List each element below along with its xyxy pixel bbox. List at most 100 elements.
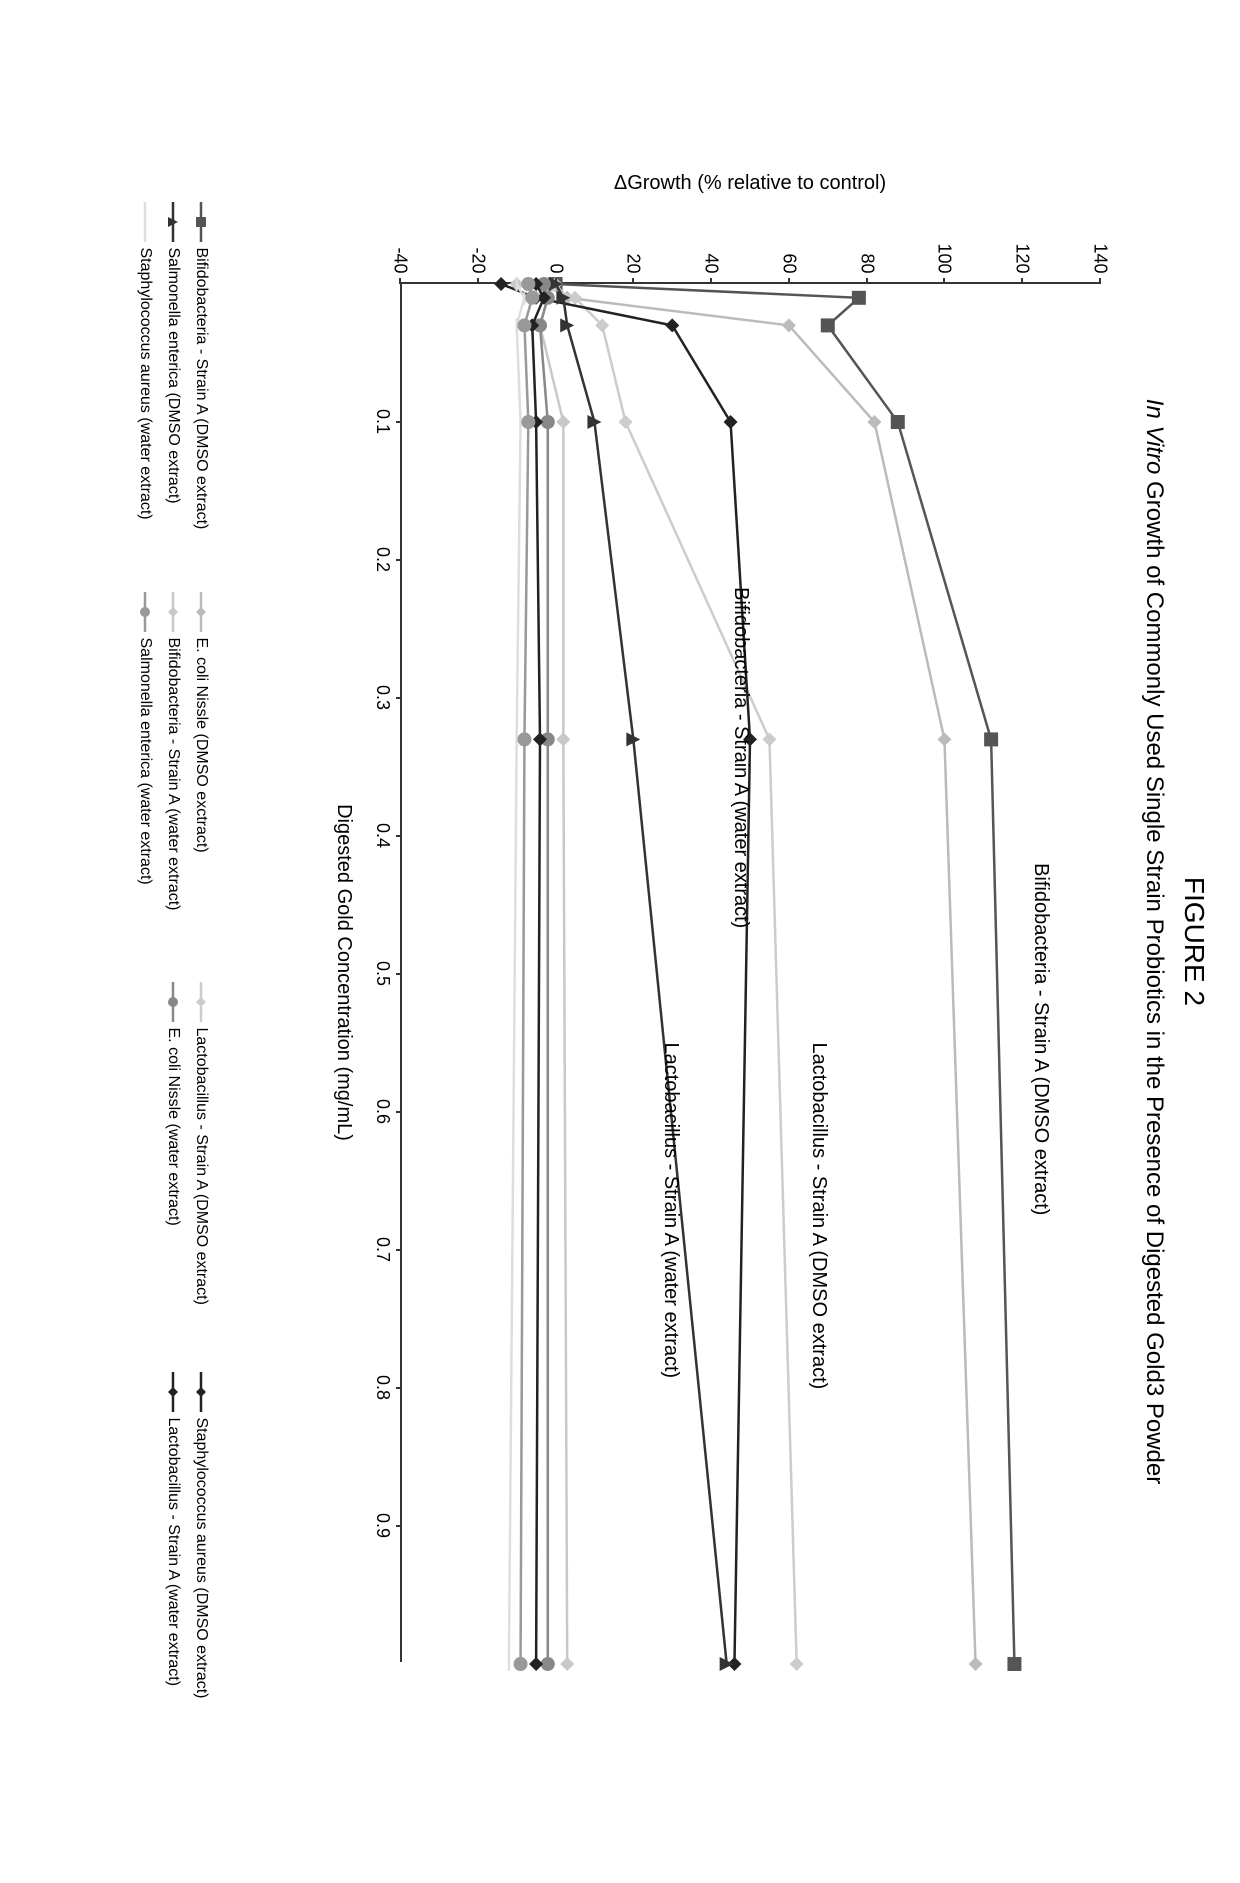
y-tick-mark <box>788 278 790 284</box>
y-tick-label: 40 <box>701 214 722 274</box>
legend-item: Staphylococcus aureus (DMSO extract) <box>192 1372 210 1742</box>
legend-label: Lactobacillus - Strain A (water extract) <box>164 1418 182 1687</box>
plot-region: Digested Gold Concentration (mg/mL) -40-… <box>400 282 1100 1662</box>
data-marker <box>494 277 508 291</box>
data-marker <box>520 415 522 429</box>
y-tick-label: -40 <box>390 214 411 274</box>
y-tick-label: 80 <box>856 214 877 274</box>
legend-swatch <box>138 592 152 632</box>
legend-label: Staphylococcus aureus (DMSO extract) <box>192 1418 210 1699</box>
series-line <box>536 284 797 1664</box>
data-marker <box>852 290 866 304</box>
x-tick-label: 0.5 <box>372 961 393 986</box>
series-inline-label: Bifidobacteria - Strain A (water extract… <box>729 587 752 928</box>
legend-item: E. coli Nissle (DMSO exctract) <box>192 592 210 962</box>
chart-title-prefix: In Vitro <box>1141 399 1168 475</box>
y-tick-mark <box>632 278 634 284</box>
y-tick-label: -20 <box>467 214 488 274</box>
y-tick-mark <box>555 278 557 284</box>
data-marker <box>1007 1657 1021 1671</box>
x-tick-mark <box>396 1249 402 1251</box>
legend-item: Bifidobacteria - Strain A (water extract… <box>164 592 182 962</box>
data-marker <box>517 732 531 746</box>
data-marker <box>937 732 951 746</box>
x-tick-mark <box>396 1387 402 1389</box>
legend: Bifidobacteria - Strain A (DMSO extract)… <box>136 142 210 1742</box>
legend-item: Salmonella enterica (water extract) <box>136 592 154 962</box>
x-tick-label: 0.4 <box>372 823 393 848</box>
legend-swatch <box>166 1372 180 1412</box>
data-marker <box>560 1657 574 1671</box>
series-line <box>521 284 533 1664</box>
x-tick-mark <box>396 421 402 423</box>
legend-swatch <box>194 592 208 632</box>
y-tick-label: 0 <box>545 214 566 274</box>
data-marker <box>521 415 535 429</box>
data-marker <box>821 318 835 332</box>
legend-swatch <box>166 982 180 1022</box>
data-marker <box>196 997 206 1007</box>
data-marker <box>196 607 206 617</box>
x-tick-label: 0.7 <box>372 1237 393 1262</box>
legend-label: Lactobacillus - Strain A (DMSO extract) <box>192 1028 210 1305</box>
legend-swatch <box>194 202 208 242</box>
data-marker <box>517 318 531 332</box>
x-tick-label: 0.3 <box>372 685 393 710</box>
data-marker <box>529 1657 543 1671</box>
legend-label: Bifidobacteria - Strain A (water extract… <box>164 638 182 911</box>
legend-label: Salmonella enterica (water extract) <box>136 638 154 885</box>
x-axis-label: Digested Gold Concentration (mg/mL) <box>332 804 355 1141</box>
data-marker <box>556 415 570 429</box>
y-tick-label: 20 <box>623 214 644 274</box>
chart-container: FIGURE 2 In Vitro Growth of Commonly Use… <box>0 0 1240 1883</box>
x-tick-label: 0.2 <box>372 547 393 572</box>
data-marker <box>516 277 518 291</box>
y-tick-label: 140 <box>1090 214 1111 274</box>
data-marker <box>196 1387 206 1397</box>
data-marker <box>619 415 633 429</box>
legend-item: Lactobacillus - Strain A (water extract) <box>164 1372 182 1742</box>
data-marker <box>556 732 570 746</box>
data-marker <box>521 277 535 291</box>
series-line <box>556 284 976 1664</box>
series-line <box>532 284 544 1664</box>
legend-label: E. coli Nissle (DMSO exctract) <box>192 638 210 853</box>
y-tick-mark <box>710 278 712 284</box>
data-marker <box>984 732 998 746</box>
y-tick-label: 60 <box>778 214 799 274</box>
legend-item: Staphylococcus aureus (water extract) <box>136 202 154 572</box>
legend-label: Bifidobacteria - Strain A (DMSO extract) <box>192 248 210 530</box>
x-tick-mark <box>396 1525 402 1527</box>
x-tick-label: 0.6 <box>372 1099 393 1124</box>
legend-label: Salmonella enterica (DMSO extract) <box>164 248 182 504</box>
y-tick-mark <box>1021 278 1023 284</box>
data-marker <box>665 318 679 332</box>
legend-swatch <box>166 202 180 242</box>
data-marker <box>969 1657 983 1671</box>
y-tick-label: 100 <box>934 214 955 274</box>
y-tick-mark <box>477 278 479 284</box>
series-line <box>556 284 727 1664</box>
x-tick-mark <box>396 973 402 975</box>
plot-svg <box>402 284 1100 1662</box>
data-marker <box>724 415 738 429</box>
series-line <box>540 284 548 1664</box>
y-tick-mark <box>1099 278 1101 284</box>
legend-swatch <box>166 592 180 632</box>
data-marker <box>891 415 905 429</box>
x-tick-mark <box>396 697 402 699</box>
chart-area: ΔGrowth (% relative to control) Digested… <box>300 142 1120 1742</box>
legend-item: Salmonella enterica (DMSO extract) <box>164 202 182 572</box>
data-marker <box>508 1657 510 1671</box>
legend-swatch <box>138 202 152 242</box>
legend-label: Staphylococcus aureus (water extract) <box>136 248 154 520</box>
legend-item: Bifidobacteria - Strain A (DMSO extract) <box>192 202 210 572</box>
x-tick-mark <box>396 835 402 837</box>
x-tick-label: 0.8 <box>372 1375 393 1400</box>
legend-swatch <box>194 982 208 1022</box>
x-tick-mark <box>396 559 402 561</box>
series-inline-label: Lactobacillus - Strain A (water extract) <box>659 1043 682 1379</box>
data-marker <box>140 607 150 617</box>
y-axis-label: ΔGrowth (% relative to control) <box>614 172 886 195</box>
chart-title-rest: Growth of Commonly Used Single Strain Pr… <box>1141 474 1168 1484</box>
